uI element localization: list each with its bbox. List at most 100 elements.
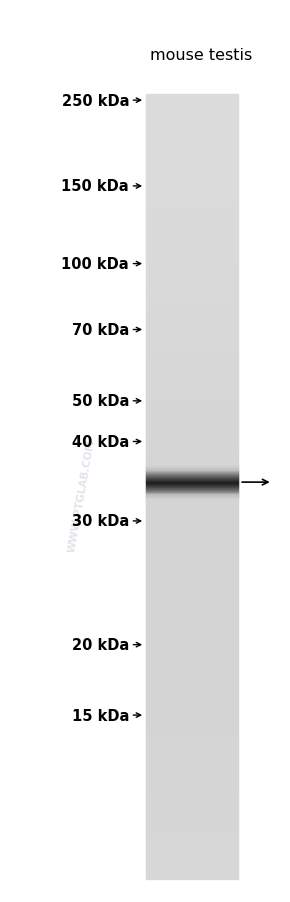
Bar xyxy=(146,720,238,723)
Bar xyxy=(146,202,238,205)
Bar xyxy=(146,717,238,720)
Bar xyxy=(146,801,238,804)
Bar xyxy=(146,874,238,877)
Bar xyxy=(146,731,238,733)
Bar xyxy=(146,315,238,318)
Bar xyxy=(146,228,238,231)
Bar xyxy=(146,241,238,244)
Bar xyxy=(146,327,238,330)
Bar xyxy=(146,861,238,864)
Bar xyxy=(146,391,238,393)
Bar xyxy=(146,411,238,414)
Bar xyxy=(146,252,238,254)
Bar xyxy=(146,516,238,519)
Bar xyxy=(146,289,238,290)
Bar xyxy=(146,764,238,767)
Bar xyxy=(146,168,238,170)
Bar xyxy=(146,830,238,833)
Bar xyxy=(146,581,238,584)
Bar xyxy=(146,205,238,207)
Bar xyxy=(146,290,238,293)
Bar xyxy=(146,603,238,604)
Bar xyxy=(146,605,238,607)
Bar xyxy=(146,223,238,226)
Text: 100 kDa: 100 kDa xyxy=(61,257,129,272)
Bar xyxy=(146,806,238,809)
Bar xyxy=(146,370,238,372)
Bar xyxy=(146,657,238,659)
Bar xyxy=(146,286,238,289)
Bar xyxy=(146,270,238,272)
Bar xyxy=(146,649,238,652)
Bar xyxy=(146,249,238,252)
Bar xyxy=(146,336,238,338)
Bar xyxy=(146,629,238,631)
Bar xyxy=(146,343,238,345)
Bar xyxy=(146,417,238,419)
Bar xyxy=(146,95,238,97)
Bar xyxy=(146,626,238,629)
Bar xyxy=(146,798,238,801)
Bar xyxy=(146,775,238,778)
Bar xyxy=(146,372,238,374)
Bar xyxy=(146,319,238,322)
Bar xyxy=(146,244,238,246)
Text: WWW.PTGLAB.COM: WWW.PTGLAB.COM xyxy=(66,439,96,553)
Bar xyxy=(146,100,238,103)
Bar xyxy=(146,272,238,275)
Bar xyxy=(146,458,238,461)
Bar xyxy=(146,377,238,380)
Bar xyxy=(146,702,238,704)
Bar xyxy=(146,461,238,464)
Bar xyxy=(146,681,238,684)
Bar xyxy=(146,293,238,296)
Bar xyxy=(146,498,238,500)
Bar xyxy=(146,539,238,542)
Bar xyxy=(146,676,238,678)
Bar xyxy=(146,453,238,456)
Bar xyxy=(146,283,238,286)
Bar xyxy=(146,106,238,107)
Bar xyxy=(146,487,238,490)
Bar xyxy=(146,265,238,267)
Bar xyxy=(146,126,238,129)
Bar xyxy=(146,542,238,545)
Bar xyxy=(146,859,238,861)
Bar xyxy=(146,584,238,586)
Bar xyxy=(146,281,238,283)
Bar xyxy=(146,427,238,429)
Bar xyxy=(146,824,238,827)
Bar xyxy=(146,749,238,751)
Bar xyxy=(146,725,238,728)
Bar xyxy=(146,712,238,714)
Bar xyxy=(146,181,238,184)
Bar xyxy=(146,490,238,492)
Bar xyxy=(146,262,238,265)
Bar xyxy=(146,422,238,424)
Bar xyxy=(146,521,238,524)
Bar xyxy=(146,191,238,194)
Bar xyxy=(146,816,238,819)
Bar xyxy=(146,424,238,427)
Bar xyxy=(146,380,238,382)
Bar xyxy=(146,142,238,144)
Bar xyxy=(146,476,238,479)
Bar xyxy=(146,345,238,348)
Bar xyxy=(146,548,238,550)
Bar xyxy=(146,432,238,435)
Bar xyxy=(146,234,238,236)
Bar xyxy=(146,526,238,529)
Bar xyxy=(146,299,238,301)
Bar xyxy=(146,592,238,594)
Bar xyxy=(146,165,238,168)
Bar xyxy=(146,395,238,398)
Bar xyxy=(146,474,238,476)
Bar xyxy=(146,296,238,299)
Bar xyxy=(146,780,238,783)
Bar xyxy=(146,301,238,304)
Bar xyxy=(146,733,238,736)
Bar xyxy=(146,631,238,633)
Bar xyxy=(146,133,238,136)
Bar xyxy=(146,254,238,257)
Bar xyxy=(146,398,238,400)
